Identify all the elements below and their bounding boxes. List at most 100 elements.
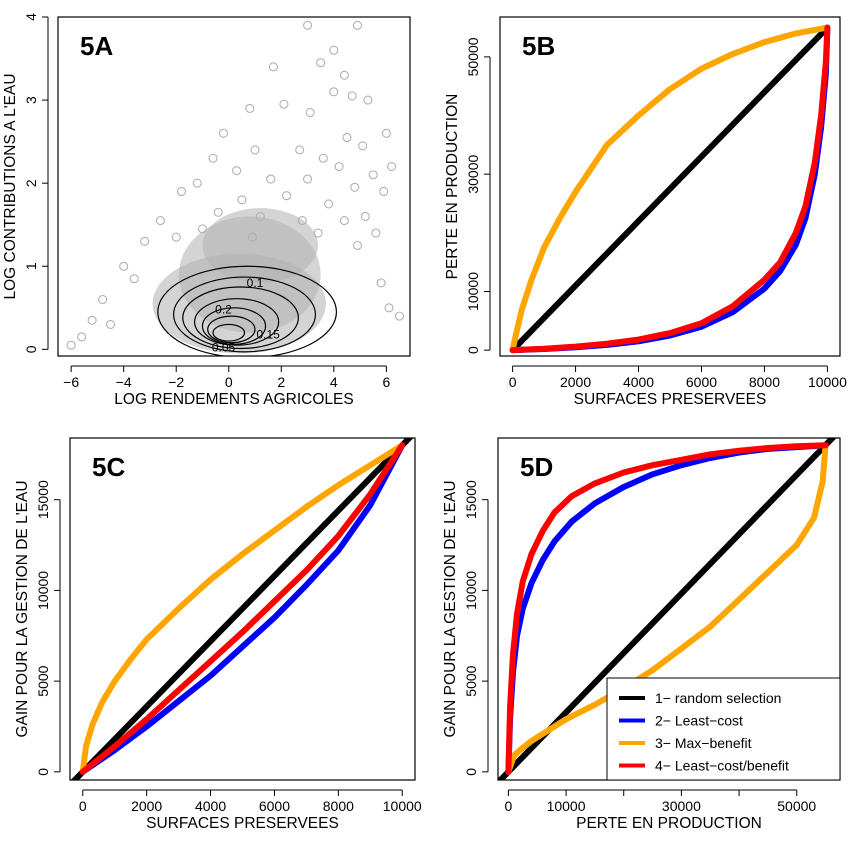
scatter-point — [334, 162, 344, 172]
panel-label: 5D — [520, 452, 553, 482]
scatter-point — [176, 186, 187, 197]
scatter-point — [250, 145, 260, 155]
scatter-point — [376, 278, 386, 288]
series-line-3 — [79, 442, 406, 775]
legend: 1− random selection 2− Least−cost 3− Max−b… — [606, 677, 841, 781]
y-axis-label: GAIN POUR LA GESTION DE L'EAU — [14, 480, 31, 737]
y-axis-label: GAIN POUR LA GESTION DE L'EAU — [442, 480, 459, 737]
x-tick-label: 4000 — [195, 798, 226, 814]
x-tick-label: −2 — [168, 374, 184, 390]
contour-label: 0.2 — [215, 302, 232, 316]
x-axis-label: LOG RENDEMENTS AGRICOLES — [114, 391, 353, 408]
density-contour — [182, 286, 299, 350]
panel-5c: 0 2000 4000 6000 8000 10000 SURFACES PRESERVEE… — [14, 437, 422, 832]
scatter-point — [352, 20, 363, 30]
x-axis-label: SURFACES PRESERVEES — [146, 815, 339, 832]
legend-box — [606, 677, 841, 781]
scatter-point — [281, 191, 292, 201]
y-tick-label: 15000 — [463, 480, 479, 519]
x-tick-label: 2000 — [560, 374, 591, 390]
x-tick-label: −6 — [63, 374, 79, 390]
x-tick-label: 0 — [509, 374, 517, 390]
y-tick-label: 0 — [463, 768, 479, 776]
scatter-point — [77, 332, 87, 342]
x-tick-label: 4000 — [623, 374, 654, 390]
series-line-3 — [505, 442, 829, 775]
scatter-point — [119, 261, 129, 271]
y-axis-label: LOG CONTRIBUTIONS A L'EAU — [2, 73, 19, 299]
y-tick-label: 3 — [23, 96, 39, 104]
density-contour — [157, 265, 338, 356]
scatter-point — [268, 62, 278, 72]
scatter-point — [347, 91, 357, 101]
scatter-point — [295, 145, 305, 155]
x-tick-label: 8000 — [749, 374, 780, 390]
legend-label: 4− Least−cost/benefit — [655, 758, 789, 774]
y-tick-label: 15000 — [35, 480, 51, 519]
contour-label: 0.15 — [256, 327, 280, 341]
series-line-1 — [509, 24, 831, 354]
y-tick-label: 5000 — [463, 665, 479, 696]
scatter-point — [171, 232, 181, 242]
y-tick-label: 10000 — [465, 272, 481, 311]
scatter-point — [297, 216, 307, 226]
x-tick-label: 6000 — [686, 374, 717, 390]
scatter-point — [342, 132, 352, 143]
x-tick-label: 2000 — [131, 798, 162, 814]
x-tick-label: −4 — [116, 374, 132, 390]
y-tick-label: 10000 — [35, 571, 51, 610]
scatter-point — [313, 228, 323, 238]
scatter-point — [384, 303, 394, 313]
plot-area — [509, 24, 831, 354]
scatter-point — [232, 166, 242, 176]
plot-area — [498, 438, 837, 780]
scatter-point — [213, 207, 223, 217]
scatter-point — [358, 141, 368, 151]
scatter-point — [371, 228, 381, 238]
legend-label: 3− Max−benefit — [655, 735, 752, 751]
x-tick-label: 10000 — [547, 798, 586, 814]
scatter-point — [255, 211, 265, 221]
series-line-4 — [505, 442, 829, 775]
x-tick-label: 0 — [79, 798, 87, 814]
scatter-point — [245, 103, 255, 113]
series-line-2 — [79, 442, 406, 775]
density-contour — [193, 298, 280, 346]
panel-label: 5A — [80, 31, 113, 61]
x-tick-label: 6 — [382, 374, 390, 390]
scatter-point — [316, 58, 326, 68]
scatter-point — [303, 20, 313, 30]
x-tick-label: 30000 — [662, 798, 701, 814]
scatter-point — [381, 128, 391, 138]
scatter-point — [266, 174, 276, 184]
y-axis-label: PERTE EN PRODUCTION — [444, 94, 461, 280]
series-line-4 — [509, 24, 831, 354]
x-tick-label: 50000 — [777, 798, 816, 814]
x-axis-label: SURFACES PRESERVEES — [574, 391, 767, 408]
y-tick-label: 0 — [35, 768, 51, 776]
scatter-point — [208, 153, 218, 163]
scatter-point — [218, 128, 229, 138]
x-tick-label: 6000 — [259, 798, 290, 814]
plot-frame — [499, 16, 841, 357]
legend-label: 1− random selection — [655, 690, 781, 706]
scatter-point — [363, 95, 373, 105]
scatter-point — [87, 315, 97, 325]
scatter-point — [339, 216, 349, 226]
plot-area: 0.050.10.20.15 — [66, 20, 405, 356]
scatter-point — [197, 224, 208, 234]
y-tick-label: 2 — [23, 179, 39, 187]
x-tick-label: 8000 — [323, 798, 354, 814]
scatter-point — [66, 340, 76, 350]
scatter-point — [394, 311, 405, 321]
density-contour — [172, 276, 317, 353]
scatter-point — [318, 153, 328, 163]
scatter-point — [352, 240, 363, 251]
y-tick-label: 50000 — [465, 37, 481, 76]
y-tick-label: 1 — [23, 262, 39, 270]
series-line-1 — [70, 438, 414, 780]
scatter-point — [192, 178, 202, 188]
y-tick-label: 0 — [23, 345, 39, 353]
